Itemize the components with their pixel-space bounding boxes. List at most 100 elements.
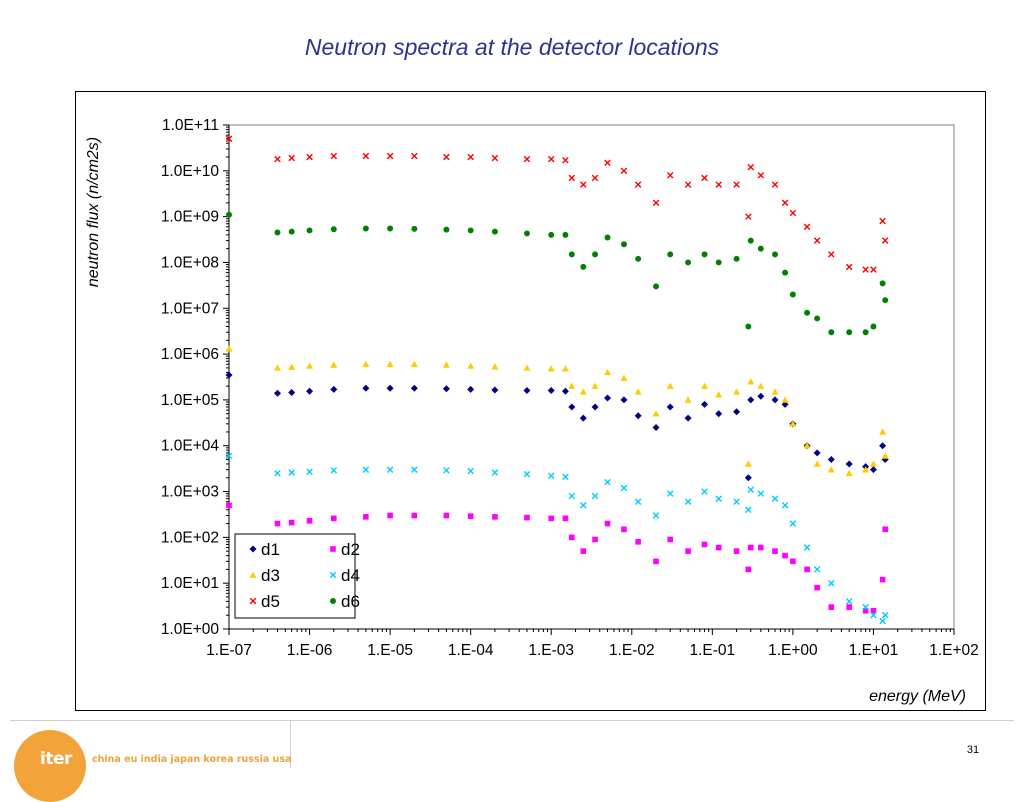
data-point-d4 [591,492,599,500]
data-point-d3 [845,469,853,477]
legend-marker-d3 [249,571,257,578]
data-point-d2 [804,566,810,573]
series-d5 [225,135,889,273]
data-point-d3 [757,382,765,389]
data-point-d3 [869,460,877,467]
data-point-d3 [288,363,296,370]
data-point-d2 [492,514,498,520]
data-point-d4 [828,579,835,587]
legend-label-d4: d4 [341,566,360,585]
data-point-d2 [745,566,752,573]
data-point-d2 [733,548,740,554]
data-point-d3 [579,388,587,395]
data-point-d2 [331,515,337,522]
data-point-d3 [781,396,789,403]
data-point-d6 [226,211,232,218]
page-number: 31 [966,744,980,756]
data-point-d2 [653,558,659,565]
data-point-d3 [591,382,599,389]
data-point-d1 [273,389,281,397]
data-point-d5 [547,155,555,163]
data-point-d6 [814,315,821,322]
x-tick-label: 1.E+01 [849,642,899,659]
data-point-d2 [288,519,295,526]
series-d1 [225,371,889,482]
data-point-d2 [524,514,530,521]
data-point-d2 [274,520,281,527]
data-point-d1 [827,456,835,464]
data-point-d2 [758,544,764,551]
data-point-d2 [621,526,627,533]
data-point-d6 [882,297,889,304]
data-point-d1 [747,396,755,404]
data-point-d3 [813,460,821,467]
data-point-d1 [652,423,660,431]
data-point-d6 [653,283,660,290]
data-point-d1 [813,449,821,457]
data-point-d4 [845,598,853,605]
data-point-d4 [870,611,877,619]
data-point-d1 [225,371,233,379]
data-point-d2 [548,515,555,522]
data-point-d1 [591,403,599,411]
data-point-d4 [684,498,692,506]
data-point-d5 [225,135,233,143]
data-point-d5 [862,266,869,273]
data-point-d5 [789,209,797,217]
data-point-d6 [789,291,796,298]
data-point-d4 [562,473,569,481]
data-point-d5 [274,155,281,163]
data-point-d1 [684,414,692,422]
data-point-d6 [782,269,789,276]
data-point-d5 [747,163,755,171]
data-point-d6 [846,329,853,336]
data-point-d6 [330,226,337,233]
data-point-d4 [467,467,474,475]
data-point-d4 [274,470,281,477]
data-point-d3 [273,364,281,371]
data-point-d3 [747,378,755,385]
data-point-d2 [782,552,788,559]
data-point-d6 [548,231,555,238]
data-point-d4 [701,488,708,495]
data-point-d4 [288,469,295,476]
data-point-d3 [733,388,741,395]
data-point-d5 [881,237,889,244]
data-point-d5 [579,181,587,188]
data-point-d5 [745,213,752,220]
data-point-d6 [580,263,587,270]
data-point-d2 [772,548,778,554]
data-point-d4 [733,498,740,506]
data-point-d2 [846,604,852,610]
data-point-d3 [523,364,531,371]
series-d4 [225,452,889,625]
data-point-d4 [362,466,370,473]
data-point-d4 [789,520,797,527]
y-tick-label: 1.0E+06 [161,346,219,363]
data-point-d2 [226,502,232,509]
data-point-d2 [604,520,611,527]
data-point-d2 [411,512,418,519]
data-point-d3 [306,362,314,369]
data-point-d6 [443,226,450,233]
data-point-d1 [362,384,370,392]
data-point-d2 [363,514,369,520]
data-point-d6 [879,280,886,287]
data-point-d4 [620,484,628,492]
data-point-d1 [561,387,569,395]
data-point-d6 [870,323,877,330]
data-point-d5 [813,237,821,244]
legend-marker-d5 [249,597,257,605]
data-point-d4 [491,469,499,476]
legend-marker-d1 [249,545,257,553]
data-point-d4 [666,490,674,497]
data-point-d5 [288,154,295,162]
data-point-d3 [744,460,752,467]
data-point-d5 [828,251,835,258]
data-point-d5 [591,174,599,182]
data-point-d6 [604,234,611,241]
data-point-d2 [715,544,722,551]
legend: d1 d2 d3 d4 d5 d6 [234,533,360,619]
data-point-d4 [715,495,723,502]
data-point-d1 [330,385,338,393]
